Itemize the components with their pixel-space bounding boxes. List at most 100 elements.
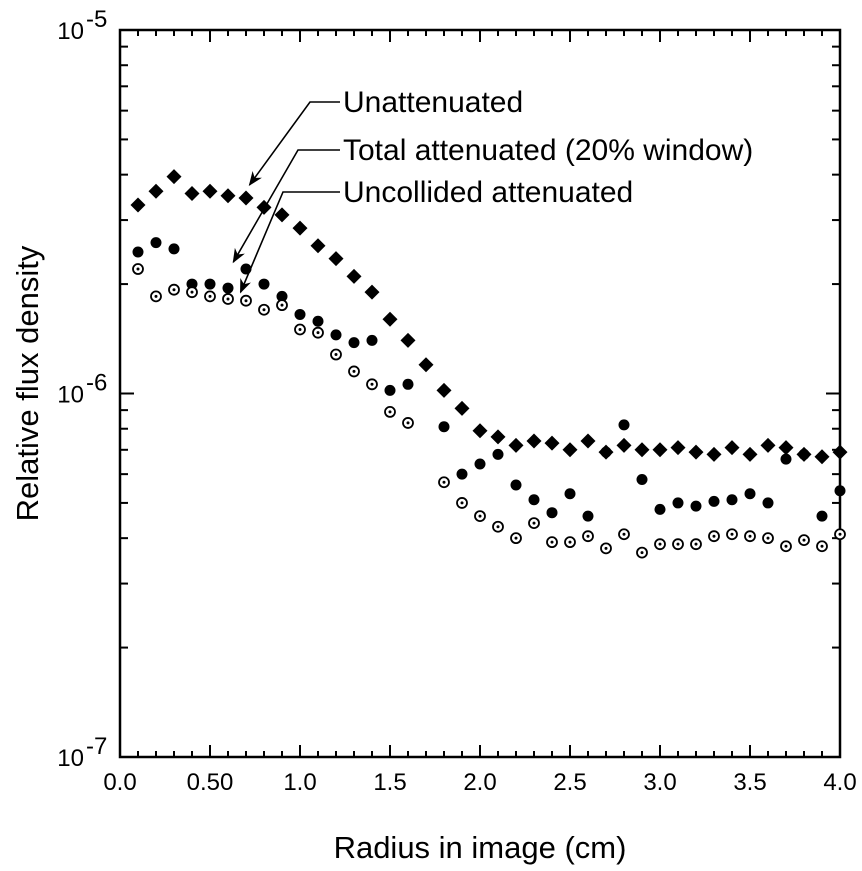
data-point-center-dot bbox=[460, 501, 464, 505]
data-point-diamond bbox=[814, 449, 830, 465]
x-tick-label: 0.50 bbox=[187, 769, 234, 796]
data-point-filled-circle bbox=[546, 507, 558, 519]
data-point-diamond bbox=[508, 437, 524, 453]
data-point-diamond bbox=[274, 207, 290, 223]
data-point-center-dot bbox=[748, 534, 752, 538]
x-tick-label: 2.0 bbox=[463, 769, 496, 796]
x-tick-label: 3.5 bbox=[733, 769, 766, 796]
data-point-center-dot bbox=[784, 544, 788, 548]
annotation-label: Total attenuated (20% window) bbox=[343, 134, 753, 167]
data-point-diamond bbox=[400, 332, 416, 348]
data-point-filled-circle bbox=[690, 500, 702, 512]
y-tick-exponent: -5 bbox=[86, 6, 107, 33]
data-point-filled-circle bbox=[222, 282, 234, 294]
data-point-diamond bbox=[526, 433, 542, 449]
data-point-diamond bbox=[670, 440, 686, 456]
data-point-filled-circle bbox=[672, 497, 684, 509]
data-point-filled-circle bbox=[204, 278, 216, 290]
data-point-center-dot bbox=[244, 299, 248, 303]
y-tick-exponent: -6 bbox=[86, 370, 107, 397]
data-point-filled-circle bbox=[780, 453, 792, 465]
data-point-filled-circle bbox=[366, 334, 378, 346]
data-point-filled-circle bbox=[330, 329, 342, 341]
data-point-diamond bbox=[184, 185, 200, 201]
data-point-center-dot bbox=[838, 532, 842, 536]
data-point-center-dot bbox=[622, 532, 626, 536]
data-point-center-dot bbox=[820, 544, 824, 548]
data-point-diamond bbox=[580, 433, 596, 449]
data-point-center-dot bbox=[172, 288, 176, 292]
data-point-center-dot bbox=[388, 410, 392, 414]
data-point-filled-circle bbox=[654, 503, 666, 515]
data-point-diamond bbox=[634, 442, 650, 458]
data-point-filled-circle bbox=[276, 290, 288, 302]
data-point-diamond bbox=[328, 251, 344, 267]
x-axis: 0.0 0.50 1.0 1.5 2.0 2.5 3.0 3.5 4.0 bbox=[103, 30, 857, 796]
data-point-diamond bbox=[562, 442, 578, 458]
data-point-center-dot bbox=[586, 534, 590, 538]
data-point-center-dot bbox=[766, 536, 770, 540]
data-point-filled-circle bbox=[168, 243, 180, 255]
y-tick-exponent: -7 bbox=[86, 733, 107, 760]
x-tick-label: 0.0 bbox=[103, 769, 136, 796]
data-point-filled-circle bbox=[384, 384, 396, 396]
data-point-center-dot bbox=[406, 421, 410, 425]
data-point-diamond bbox=[364, 284, 380, 300]
annotation-layer: Unattenuated Total attenuated (20% window… bbox=[232, 86, 753, 294]
data-point-diamond bbox=[706, 446, 722, 462]
annotation-arrow bbox=[239, 191, 340, 294]
data-point-filled-circle bbox=[258, 278, 270, 290]
x-tick-label: 3.0 bbox=[643, 769, 676, 796]
data-point-filled-circle bbox=[456, 468, 468, 480]
data-point-diamond bbox=[616, 437, 632, 453]
data-point-center-dot bbox=[712, 534, 716, 538]
data-point-diamond bbox=[652, 442, 668, 458]
data-point-center-dot bbox=[676, 542, 680, 546]
data-point-center-dot bbox=[730, 532, 734, 536]
series-unattenuated bbox=[130, 169, 848, 465]
data-point-center-dot bbox=[154, 294, 158, 298]
data-point-diamond bbox=[166, 169, 182, 185]
data-point-center-dot bbox=[442, 480, 446, 484]
data-point-filled-circle bbox=[294, 308, 306, 320]
data-point-diamond bbox=[832, 444, 848, 460]
data-point-filled-circle bbox=[726, 494, 738, 506]
series-total-attenuated-20-window bbox=[132, 237, 846, 522]
data-point-center-dot bbox=[298, 327, 302, 331]
data-point-diamond bbox=[382, 311, 398, 327]
x-tick-label: 4.0 bbox=[823, 769, 856, 796]
data-point-diamond bbox=[742, 446, 758, 462]
data-point-diamond bbox=[220, 188, 236, 204]
data-point-filled-circle bbox=[132, 246, 144, 258]
data-point-diamond bbox=[490, 429, 506, 445]
data-point-filled-circle bbox=[618, 419, 630, 431]
data-point-filled-circle bbox=[474, 458, 486, 470]
data-point-center-dot bbox=[478, 514, 482, 518]
data-point-filled-circle bbox=[186, 278, 198, 290]
data-point-center-dot bbox=[532, 521, 536, 525]
data-point-center-dot bbox=[640, 551, 644, 555]
x-tick-label: 2.5 bbox=[553, 769, 586, 796]
y-tick-label: 10 bbox=[57, 18, 84, 45]
data-point-filled-circle bbox=[816, 510, 828, 522]
data-point-center-dot bbox=[262, 308, 266, 312]
data-point-diamond bbox=[472, 423, 488, 439]
data-point-filled-circle bbox=[834, 485, 846, 497]
data-point-diamond bbox=[346, 268, 362, 284]
data-point-center-dot bbox=[550, 540, 554, 544]
series-layer bbox=[130, 169, 848, 559]
data-point-diamond bbox=[130, 197, 146, 213]
data-point-diamond bbox=[310, 238, 326, 254]
data-point-center-dot bbox=[190, 290, 194, 294]
data-point-filled-circle bbox=[492, 448, 504, 460]
data-point-diamond bbox=[292, 220, 308, 236]
data-point-center-dot bbox=[514, 536, 518, 540]
data-point-diamond bbox=[760, 437, 776, 453]
data-point-center-dot bbox=[316, 331, 320, 335]
data-point-center-dot bbox=[280, 303, 284, 307]
data-point-filled-circle bbox=[312, 315, 324, 327]
data-point-filled-circle bbox=[402, 378, 414, 390]
data-point-center-dot bbox=[604, 546, 608, 550]
y-tick-label: 10 bbox=[57, 382, 84, 409]
